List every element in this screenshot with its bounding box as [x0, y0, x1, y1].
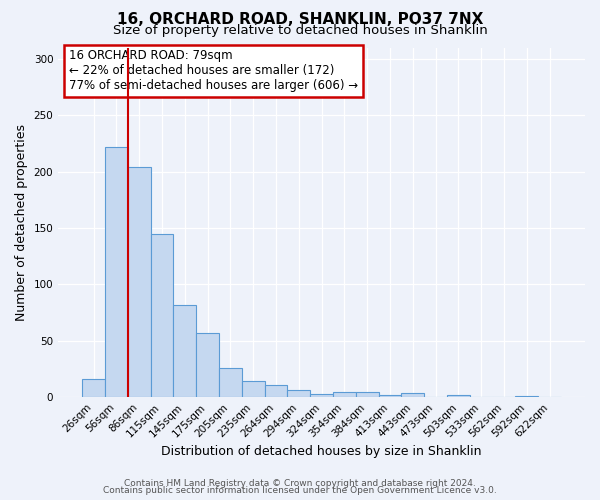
Text: 16 ORCHARD ROAD: 79sqm
← 22% of detached houses are smaller (172)
77% of semi-de: 16 ORCHARD ROAD: 79sqm ← 22% of detached… — [69, 49, 358, 92]
Bar — [356, 392, 379, 397]
Bar — [242, 382, 265, 397]
X-axis label: Distribution of detached houses by size in Shanklin: Distribution of detached houses by size … — [161, 444, 482, 458]
Bar — [287, 390, 310, 397]
Bar — [379, 395, 401, 397]
Bar — [173, 304, 196, 397]
Bar — [128, 167, 151, 397]
Bar — [105, 147, 128, 397]
Bar — [219, 368, 242, 397]
Bar — [515, 396, 538, 397]
Y-axis label: Number of detached properties: Number of detached properties — [15, 124, 28, 321]
Bar — [196, 333, 219, 397]
Bar — [447, 395, 470, 397]
Bar — [401, 392, 424, 397]
Bar — [333, 392, 356, 397]
Bar — [151, 234, 173, 397]
Bar — [265, 385, 287, 397]
Bar — [82, 379, 105, 397]
Text: 16, ORCHARD ROAD, SHANKLIN, PO37 7NX: 16, ORCHARD ROAD, SHANKLIN, PO37 7NX — [117, 12, 483, 28]
Text: Contains HM Land Registry data © Crown copyright and database right 2024.: Contains HM Land Registry data © Crown c… — [124, 478, 476, 488]
Text: Contains public sector information licensed under the Open Government Licence v3: Contains public sector information licen… — [103, 486, 497, 495]
Text: Size of property relative to detached houses in Shanklin: Size of property relative to detached ho… — [113, 24, 487, 37]
Bar — [310, 394, 333, 397]
